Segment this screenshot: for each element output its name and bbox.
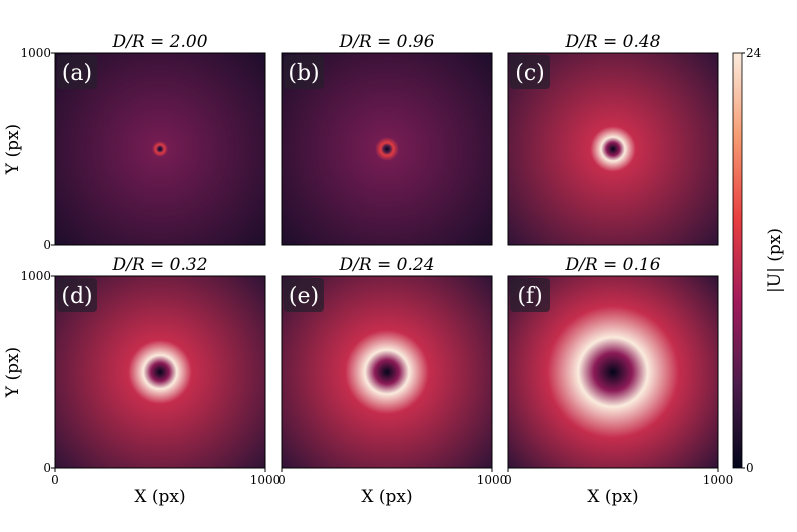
panel-label-box (284, 278, 324, 312)
x-tick-label: 1000 (250, 473, 281, 487)
panel-label: (a) (62, 61, 92, 86)
panel-title: D/R = 0.16 (564, 255, 660, 275)
axes-frame (281, 275, 493, 469)
x-tick-label: 1000 (477, 473, 508, 487)
colorbar-label: |U| (px) (765, 228, 785, 293)
panel-label-box (284, 55, 324, 89)
y-tick-label: 1000 (20, 46, 51, 60)
y-axis-label: Y (px) (3, 124, 23, 175)
y-tick-label: 1000 (20, 269, 51, 283)
y-axis-label: Y (px) (3, 347, 23, 398)
panel-label: (c) (515, 61, 545, 86)
panel-label: (b) (288, 61, 319, 86)
panel-label-box (57, 55, 97, 89)
axes-frame (54, 52, 266, 246)
panel-title: D/R = 0.32 (111, 255, 207, 275)
panel-title: D/R = 0.96 (338, 32, 434, 52)
y-tick-label: 0 (43, 461, 51, 475)
x-tick-label: 1000 (703, 473, 734, 487)
colorbar-tick-label: 24 (746, 46, 762, 60)
colorbar-tick-label: 0 (746, 461, 754, 475)
axes-frame (54, 275, 266, 469)
panel-title: D/R = 0.24 (338, 255, 434, 275)
panel-label-box (510, 278, 550, 312)
x-tick-label: 0 (278, 473, 286, 487)
x-axis-label: X (px) (587, 487, 638, 507)
panel-label: (e) (289, 284, 319, 309)
x-tick-label: 0 (504, 473, 512, 487)
panel-label-box (510, 55, 550, 89)
panel-title: D/R = 2.00 (111, 32, 207, 52)
panel-label-box (57, 278, 97, 312)
panel-label: (d) (61, 284, 92, 309)
colorbar (732, 52, 743, 469)
x-axis-label: X (px) (361, 487, 412, 507)
panel-title: D/R = 0.48 (564, 32, 660, 52)
axes-frame (507, 52, 719, 246)
x-tick-label: 0 (51, 473, 59, 487)
axes-frame (281, 52, 493, 246)
axes-frame (507, 275, 719, 469)
panel-label: (f) (517, 284, 542, 309)
y-tick-label: 0 (43, 238, 51, 252)
x-axis-label: X (px) (134, 487, 185, 507)
